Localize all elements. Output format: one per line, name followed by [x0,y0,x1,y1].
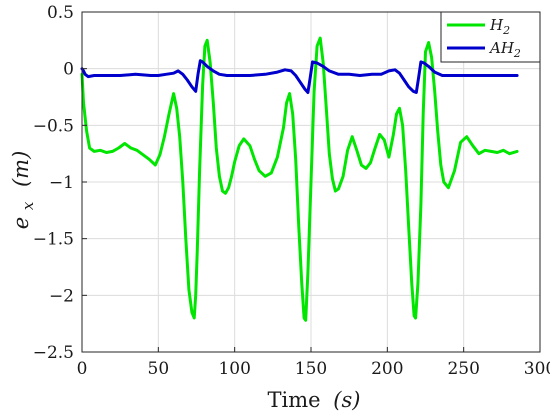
y-tick-label: 0.5 [47,3,74,23]
y-axis-label-main: e [9,217,33,229]
x-tick-label: 150 [295,359,327,379]
legend-label-ah2: AH2 [488,39,521,60]
x-tick-label: 200 [371,359,403,379]
x-axis-label-main: Time [268,388,321,412]
legend: H2 AH2 [440,11,541,63]
x-axis-ticks: 0 50 100 150 200 250 300 [77,347,550,379]
series-line-h2 [80,36,519,322]
y-tick-label: −1 [49,173,74,193]
x-tick-label: 50 [148,359,170,379]
y-tick-label: −1.5 [33,230,74,250]
series-line-ah2 [80,59,519,94]
y-tick-label: 0 [63,60,74,80]
y-axis-label: e x (m) [9,151,38,230]
x-axis-label-unit: (s) [333,388,360,412]
y-axis-ticks: 0.5 0 −0.5 −1 −1.5 −2 −2.5 [33,3,87,363]
x-tick-label: 300 [524,359,550,379]
legend-label-h2: H2 [489,16,510,37]
y-tick-label: −2 [49,286,74,306]
y-tick-label: −2.5 [33,343,74,363]
x-tick-label: 0 [77,359,88,379]
series-layer [80,36,519,322]
legend-label-h2-main: H [489,16,504,34]
x-axis-label: Time (s) [268,388,361,412]
legend-label-h2-sub: 2 [502,24,510,37]
legend-box [440,11,541,63]
x-tick-label: 100 [218,359,250,379]
legend-label-ah2-main: AH [488,39,515,57]
x-tick-label: 250 [447,359,479,379]
y-axis-label-sub: x [19,201,37,210]
legend-label-ah2-sub: 2 [513,47,521,60]
y-axis-label-unit: (m) [9,151,33,187]
y-tick-label: −0.5 [33,116,74,136]
